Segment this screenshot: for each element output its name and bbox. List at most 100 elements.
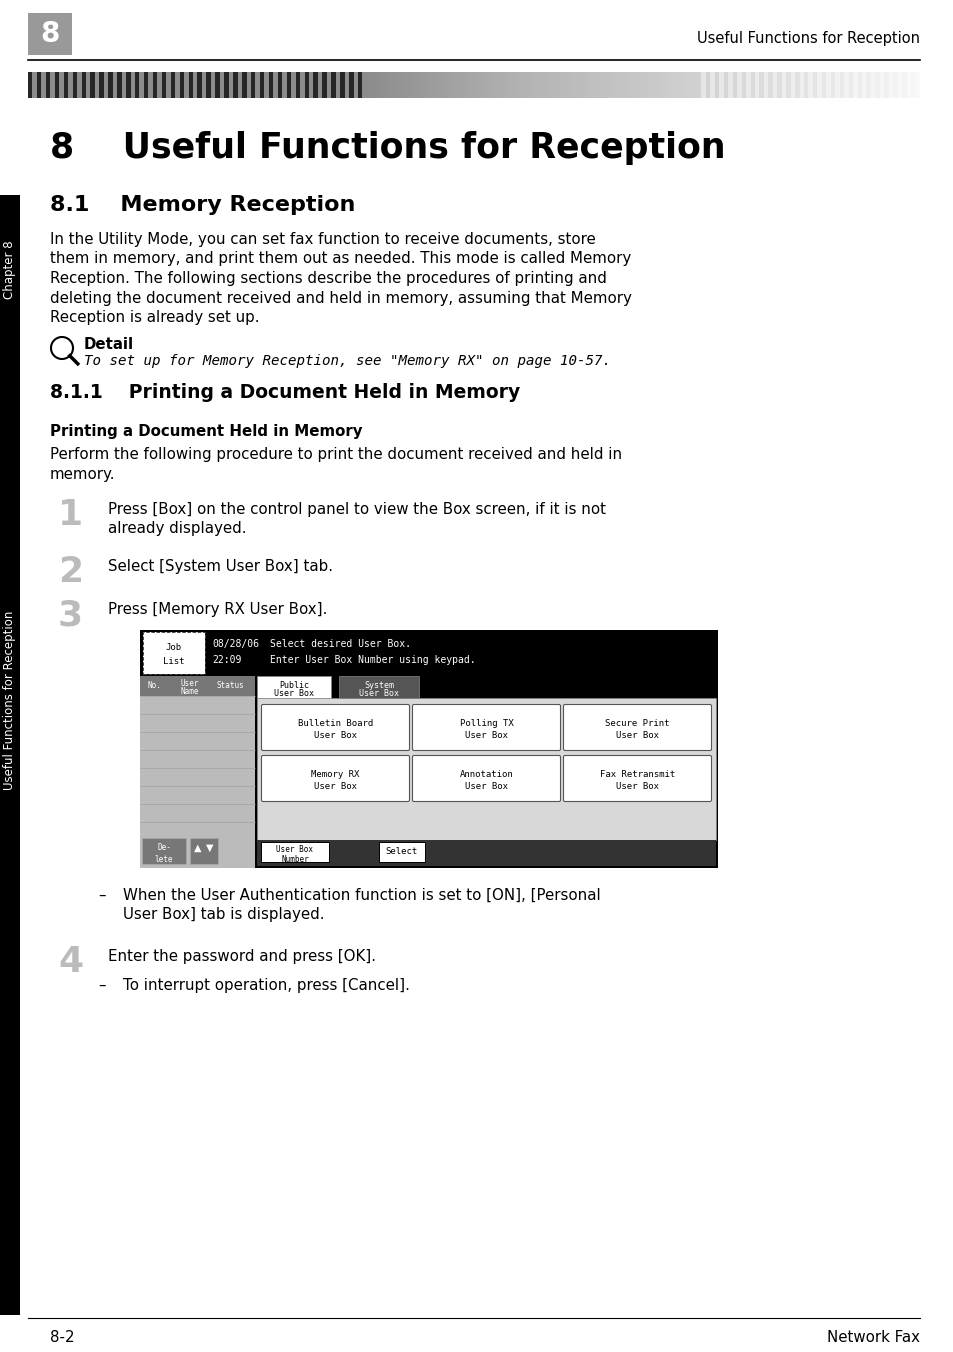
Bar (420, 72, 425, 97)
Bar (777, 72, 781, 97)
Bar (790, 72, 795, 97)
Bar (41, 72, 47, 97)
Text: User Box: User Box (464, 781, 507, 791)
Text: –: – (98, 888, 106, 903)
Bar (660, 72, 665, 97)
Bar (848, 72, 853, 97)
Bar (629, 72, 635, 97)
Bar (402, 72, 407, 97)
Bar (331, 72, 335, 97)
Bar (469, 72, 474, 97)
Bar (162, 72, 167, 97)
Bar (576, 72, 581, 97)
Bar (437, 72, 443, 97)
Bar (451, 72, 456, 97)
Text: 3: 3 (58, 598, 83, 631)
Bar (362, 72, 367, 97)
Bar (344, 72, 349, 97)
Bar (580, 72, 585, 97)
Bar (482, 72, 487, 97)
Bar (505, 72, 510, 97)
Bar (625, 72, 630, 97)
Bar (117, 72, 122, 97)
FancyBboxPatch shape (261, 704, 409, 750)
Bar (304, 72, 309, 97)
Bar (442, 72, 447, 97)
Bar (32, 72, 37, 97)
Bar (171, 72, 175, 97)
Bar (607, 72, 612, 97)
Text: Secure Print: Secure Print (604, 719, 669, 727)
Bar (456, 72, 460, 97)
Bar (166, 72, 171, 97)
Bar (657, 72, 661, 97)
Bar (865, 72, 870, 97)
Bar (389, 72, 394, 97)
Text: Useful Functions for Reception: Useful Functions for Reception (697, 31, 919, 46)
Bar (380, 72, 385, 97)
Bar (558, 72, 563, 97)
Bar (807, 72, 813, 97)
Bar (843, 72, 848, 97)
Bar (256, 698, 716, 840)
Bar (277, 72, 282, 97)
Bar (143, 631, 205, 675)
Bar (594, 72, 598, 97)
Bar (416, 72, 420, 97)
Bar (140, 676, 254, 868)
Bar (465, 72, 470, 97)
Text: already displayed.: already displayed. (108, 522, 246, 537)
Bar (51, 72, 55, 97)
Bar (562, 72, 568, 97)
Text: Number: Number (281, 856, 309, 864)
Bar (99, 72, 104, 97)
Text: No.: No. (147, 681, 161, 691)
Bar (883, 72, 888, 97)
Bar (634, 72, 639, 97)
Bar (875, 72, 880, 97)
Bar (870, 72, 875, 97)
Text: lete: lete (154, 856, 173, 864)
Bar (705, 72, 710, 97)
Bar (179, 72, 185, 97)
Bar (371, 72, 376, 97)
Bar (785, 72, 790, 97)
Bar (602, 72, 608, 97)
Bar (817, 72, 821, 97)
Bar (139, 72, 144, 97)
Bar (309, 72, 314, 97)
Bar (532, 72, 537, 97)
Bar (460, 72, 465, 97)
Bar (670, 72, 675, 97)
Bar (830, 72, 835, 97)
Text: Enter the password and press [OK].: Enter the password and press [OK]. (108, 949, 375, 964)
Bar (902, 72, 906, 97)
Bar (94, 72, 100, 97)
Bar (429, 72, 434, 97)
Text: Chapter 8: Chapter 8 (4, 241, 16, 299)
Bar (674, 72, 679, 97)
FancyBboxPatch shape (412, 756, 560, 802)
Bar (131, 72, 135, 97)
Bar (135, 72, 140, 97)
Text: User Box: User Box (464, 731, 507, 740)
Bar (492, 72, 497, 97)
Bar (72, 72, 77, 97)
Bar (514, 72, 518, 97)
Bar (157, 72, 162, 97)
Text: ▼: ▼ (206, 844, 213, 853)
Bar (184, 72, 189, 97)
Bar (697, 72, 701, 97)
Bar (197, 72, 202, 97)
Bar (206, 72, 212, 97)
Text: 8-2: 8-2 (50, 1330, 74, 1345)
Bar (737, 72, 741, 97)
Bar (732, 72, 737, 97)
Text: Useful Functions for Reception: Useful Functions for Reception (4, 610, 16, 790)
Bar (518, 72, 523, 97)
Text: Status: Status (216, 681, 244, 691)
Text: 22:09: 22:09 (212, 654, 241, 665)
Bar (687, 72, 692, 97)
Bar (322, 72, 327, 97)
Bar (202, 72, 207, 97)
